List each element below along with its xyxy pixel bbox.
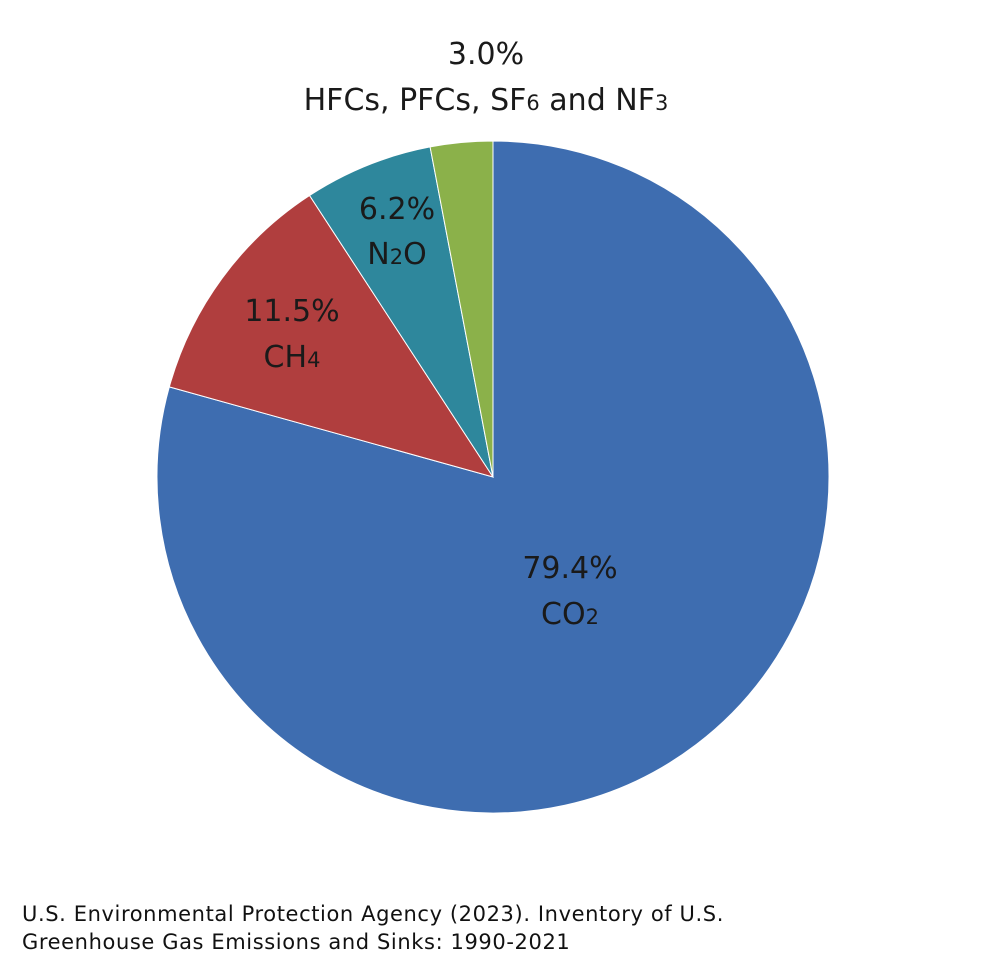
slice-name-label: CO2 xyxy=(541,597,599,632)
source-citation: U.S. Environmental Protection Agency (20… xyxy=(22,900,922,956)
pie-slice xyxy=(308,146,494,478)
subscript-text: 2 xyxy=(586,605,599,629)
slice-name-label: HFCs, PFCs, SF6 and NF3 xyxy=(304,83,669,118)
pie-slice xyxy=(429,140,494,478)
pie-slice xyxy=(156,140,830,814)
subscript-text: 2 xyxy=(390,245,403,269)
pie-slice xyxy=(168,194,495,478)
slice-percent-label: 6.2% xyxy=(359,192,435,227)
slice-name-label: N2O xyxy=(367,237,426,272)
source-line-1: U.S. Environmental Protection Agency (20… xyxy=(22,902,725,926)
subscript-text: 6 xyxy=(526,91,539,115)
label-text: CH xyxy=(264,340,308,375)
label-text: O xyxy=(403,237,427,272)
source-line-2: Greenhouse Gas Emissions and Sinks: 1990… xyxy=(22,930,571,954)
pie-slices xyxy=(156,140,830,814)
subscript-text: 4 xyxy=(307,348,320,372)
slice-percent-label: 79.4% xyxy=(522,551,617,586)
subscript-text: 3 xyxy=(655,91,668,115)
label-text: N xyxy=(367,237,389,272)
label-text: and NF xyxy=(540,83,655,118)
label-text: CO xyxy=(541,597,586,632)
slice-percent-label: 11.5% xyxy=(244,294,339,329)
slice-name-label: CH4 xyxy=(264,340,321,375)
label-text: HFCs, PFCs, SF xyxy=(304,83,527,118)
slice-percent-label: 3.0% xyxy=(448,37,524,72)
